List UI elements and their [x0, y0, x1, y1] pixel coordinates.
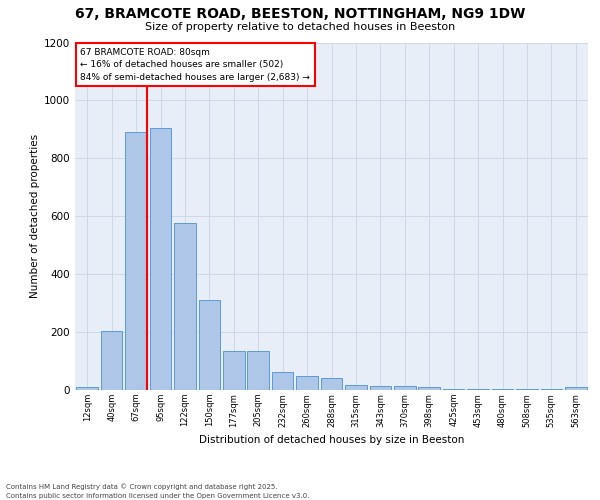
Bar [418, 387, 440, 390]
Y-axis label: Number of detached properties: Number of detached properties [30, 134, 40, 298]
Bar [76, 387, 98, 390]
Text: 67 BRAMCOTE ROAD: 80sqm
← 16% of detached houses are smaller (502)
84% of semi-d: 67 BRAMCOTE ROAD: 80sqm ← 16% of detache… [80, 48, 310, 82]
X-axis label: Distribution of detached houses by size in Beeston: Distribution of detached houses by size … [199, 435, 464, 445]
Bar [516, 388, 538, 390]
Bar [174, 224, 196, 390]
Bar [565, 387, 587, 390]
Bar [394, 386, 416, 390]
Bar [321, 378, 342, 390]
Bar [199, 300, 220, 390]
Bar [443, 388, 464, 390]
Text: 67, BRAMCOTE ROAD, BEESTON, NOTTINGHAM, NG9 1DW: 67, BRAMCOTE ROAD, BEESTON, NOTTINGHAM, … [75, 8, 525, 22]
Bar [223, 351, 245, 390]
Bar [345, 385, 367, 390]
Text: Size of property relative to detached houses in Beeston: Size of property relative to detached ho… [145, 22, 455, 32]
Bar [125, 132, 147, 390]
Bar [247, 351, 269, 390]
Bar [272, 372, 293, 390]
Bar [370, 386, 391, 390]
Bar [541, 389, 562, 390]
Bar [467, 389, 489, 390]
Bar [101, 330, 122, 390]
Text: Contains HM Land Registry data © Crown copyright and database right 2025.
Contai: Contains HM Land Registry data © Crown c… [6, 484, 310, 499]
Bar [296, 376, 318, 390]
Bar [150, 128, 171, 390]
